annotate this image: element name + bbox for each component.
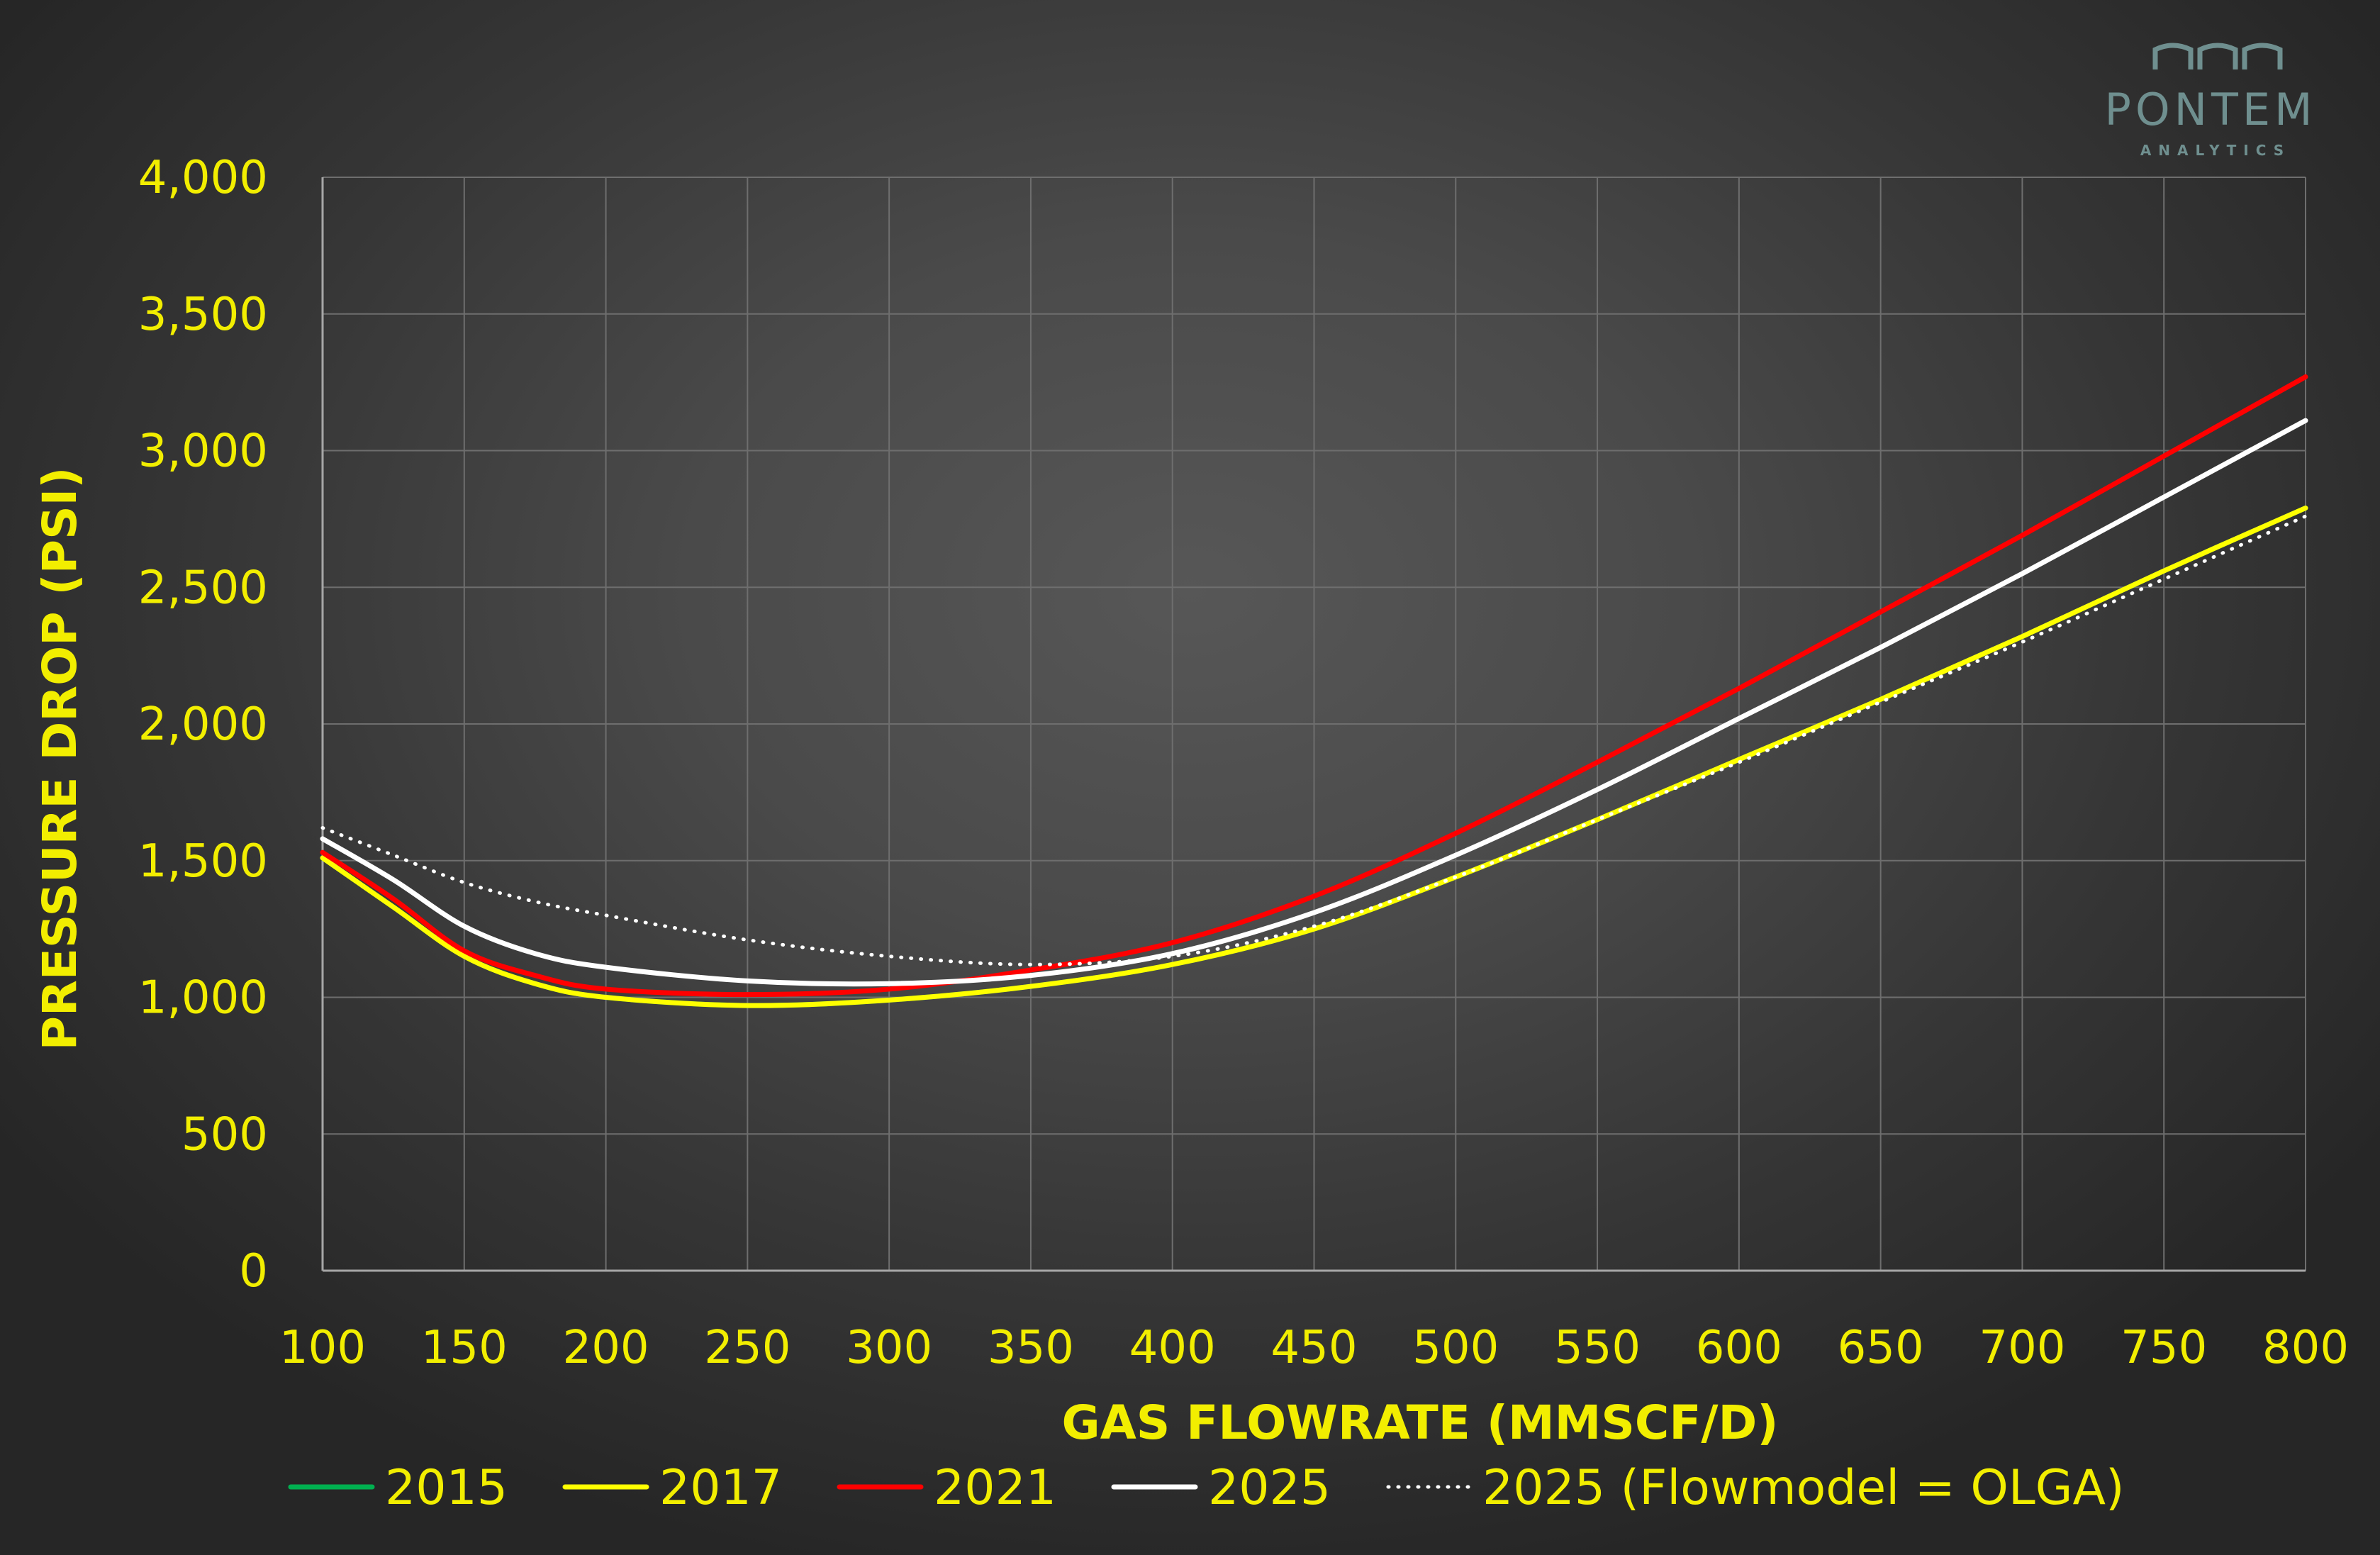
x-axis-title: GAS FLOWRATE (MMSCF/D) — [1062, 1395, 1779, 1450]
logo-arches-icon — [2152, 43, 2283, 69]
x-tick-label: 450 — [1270, 1322, 1357, 1374]
x-tick-label: 600 — [1696, 1322, 1782, 1374]
x-tick-label: 300 — [846, 1322, 932, 1374]
x-tick-labels: 100 150 200 250 300 350 400 450 500 550 600 650 700 7… — [279, 1322, 2349, 1374]
y-tick-label: 3,000 — [138, 425, 268, 478]
y-tick-label: 1,500 — [138, 835, 268, 888]
x-tick-label: 200 — [562, 1322, 649, 1374]
x-tick-label: 100 — [279, 1322, 366, 1374]
y-tick-label: 2,500 — [138, 562, 268, 614]
series-lines — [320, 374, 2308, 1008]
x-tick-label: 550 — [1554, 1322, 1641, 1374]
x-tick-label: 800 — [2262, 1322, 2349, 1374]
y-axis-title: PRESSURE DROP (PSI) — [33, 467, 87, 1051]
y-tick-label: 500 — [181, 1108, 268, 1161]
legend: 2015 2017 2021 2025 2025 (Flowmodel = OLGA) — [288, 1460, 2125, 1516]
x-tick-label: 350 — [988, 1322, 1074, 1374]
legend-label-1: 2017 — [659, 1460, 782, 1516]
logo: PONTEM ANALYTICS — [2104, 43, 2316, 159]
legend-label-0: 2015 — [385, 1460, 508, 1516]
x-tick-label: 150 — [421, 1322, 508, 1374]
y-tick-label: 4,000 — [138, 152, 268, 204]
legend-label-3: 2025 — [1208, 1460, 1331, 1516]
logo-name: PONTEM — [2104, 84, 2316, 135]
logo-subtitle: ANALYTICS — [2140, 142, 2291, 159]
y-tick-label: 3,500 — [138, 289, 268, 341]
x-tick-label: 650 — [1838, 1322, 1924, 1374]
x-tick-label: 400 — [1129, 1322, 1216, 1374]
y-tick-label: 1,000 — [138, 972, 268, 1025]
y-tick-label: 2,000 — [138, 698, 268, 751]
gridlines — [322, 177, 2306, 1271]
series-line-4 — [320, 514, 2308, 966]
legend-label-2: 2021 — [934, 1460, 1056, 1516]
x-tick-label: 500 — [1412, 1322, 1499, 1374]
x-tick-label: 250 — [704, 1322, 790, 1374]
y-tick-labels: 0 500 1,000 1,500 2,000 2,500 3,000 3,500 4,000 — [138, 152, 268, 1298]
x-tick-label: 700 — [1979, 1322, 2065, 1374]
series-line-3 — [320, 418, 2308, 987]
series-line-1 — [320, 505, 2308, 1008]
series-line-2 — [320, 374, 2308, 998]
legend-label-4: 2025 (Flowmodel = OLGA) — [1482, 1460, 2125, 1516]
axes — [321, 177, 2306, 1272]
x-tick-label: 750 — [2121, 1322, 2207, 1374]
y-tick-label: 0 — [239, 1245, 268, 1298]
